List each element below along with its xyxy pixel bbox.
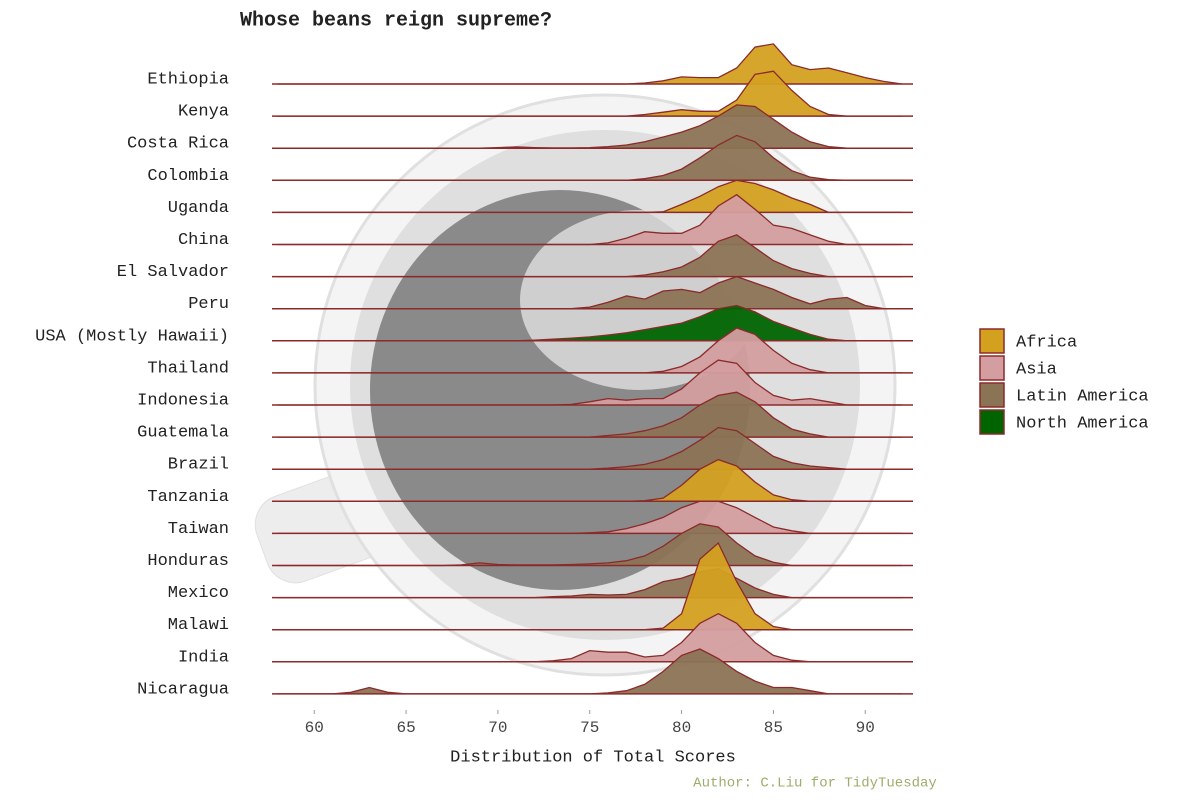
ridge-fill: [277, 104, 902, 149]
x-tick-label: 70: [488, 719, 507, 737]
ridge-fill: [277, 392, 902, 438]
ridge-fill: [277, 194, 902, 245]
category-label: China: [178, 231, 229, 250]
x-tick-label: 80: [672, 719, 691, 737]
legend-label: Asia: [1016, 360, 1057, 379]
ridge-line: [277, 541, 902, 631]
ridge-line: [277, 500, 902, 535]
legend-label: Africa: [1016, 333, 1077, 352]
ridge-line: [277, 612, 902, 663]
ridge-line: [277, 648, 902, 695]
ridge-line: [277, 458, 902, 502]
x-tick-label: 90: [856, 719, 875, 737]
category-label: Brazil: [168, 456, 229, 475]
ridge-fill: [277, 234, 902, 277]
category-label: Ethiopia: [147, 70, 229, 89]
category-label: Indonesia: [137, 391, 229, 410]
legend-swatch: [979, 409, 1005, 435]
ridge-fill: [277, 135, 902, 181]
category-label: USA (Mostly Hawaii): [35, 327, 229, 346]
category-label: Thailand: [147, 359, 229, 378]
category-label: India: [178, 648, 229, 667]
category-label: Colombia: [147, 167, 229, 186]
ridge-line: [277, 193, 902, 246]
category-label: Honduras: [147, 552, 229, 571]
ridge-fill: [277, 360, 902, 405]
legend-label: Latin America: [1016, 387, 1149, 406]
ridge-fill: [277, 568, 902, 598]
ridge-line: [277, 426, 902, 470]
category-label: Mexico: [168, 584, 229, 603]
ridge-line: [277, 104, 902, 149]
ridge-line: [277, 234, 902, 278]
ridge-line: [277, 275, 902, 310]
category-label: El Salvador: [117, 263, 229, 282]
ridge-fill: [277, 43, 902, 84]
legend-swatch: [979, 328, 1005, 354]
ridge-line: [277, 179, 902, 214]
ridge-fill: [277, 71, 902, 117]
ridge-fill: [277, 613, 902, 662]
category-label: Tanzania: [147, 488, 229, 507]
ridge-fill: [277, 523, 902, 566]
ridge-fill: [277, 649, 902, 694]
ridge-line: [277, 327, 902, 374]
ridge-line: [277, 568, 902, 599]
x-tick-label: 75: [580, 719, 599, 737]
ridge-fill: [277, 459, 902, 502]
category-label: Peru: [188, 295, 229, 314]
category-label: Kenya: [178, 103, 229, 122]
ridge-fill: [277, 328, 902, 373]
ridge-line: [277, 523, 902, 567]
caption: Author: C.Liu for TidyTuesday: [693, 776, 937, 792]
chart-title: Whose beans reign supreme?: [240, 9, 552, 32]
x-tick-label: 60: [305, 719, 324, 737]
ridge-fill: [277, 276, 902, 309]
ridge-line: [277, 43, 903, 85]
legend-label: North America: [1016, 414, 1149, 433]
ridge-line: [277, 304, 902, 342]
category-label: Taiwan: [168, 520, 229, 539]
category-label: Nicaragua: [137, 680, 229, 699]
ridge-fill: [277, 501, 902, 534]
category-label: Guatemala: [137, 424, 229, 443]
ridge-line: [277, 134, 902, 181]
ridge-fill: [277, 427, 902, 470]
background-cup: [254, 93, 897, 677]
legend-swatch: [979, 355, 1005, 381]
category-label: Costa Rica: [127, 135, 229, 154]
x-tick-label: 65: [396, 719, 415, 737]
ridge-line: [277, 359, 902, 406]
ridge-line: [277, 391, 902, 438]
x-tick-label: 85: [764, 719, 783, 737]
category-label: Malawi: [168, 616, 229, 635]
ridges: [272, 43, 913, 695]
ridge-fill: [277, 543, 902, 630]
category-label: Uganda: [168, 199, 229, 218]
legend-swatch: [979, 382, 1005, 408]
legend: Africa Asia Latin America North America: [979, 328, 1149, 435]
ridge-line: [277, 70, 902, 117]
x-axis-title: Distribution of Total Scores: [450, 748, 736, 767]
